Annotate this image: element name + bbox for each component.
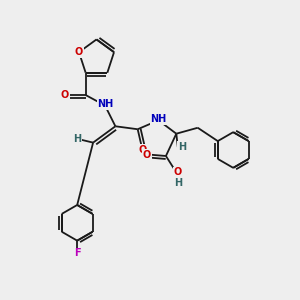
Text: H: H (174, 178, 182, 188)
Text: H: H (73, 134, 81, 144)
Text: O: O (142, 149, 151, 160)
Text: NH: NH (98, 99, 114, 109)
Text: O: O (75, 47, 83, 57)
Text: H: H (178, 142, 186, 152)
Text: F: F (74, 248, 80, 258)
Text: O: O (61, 90, 69, 100)
Text: O: O (138, 145, 146, 155)
Text: NH: NH (150, 114, 167, 124)
Text: O: O (174, 167, 182, 177)
